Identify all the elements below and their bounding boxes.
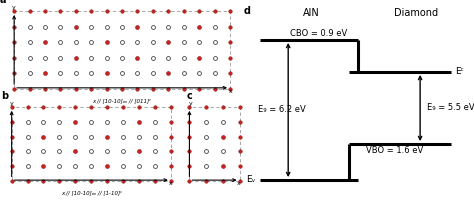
Text: x: x [169, 181, 173, 186]
Text: a: a [0, 0, 7, 5]
Text: Eᵥ: Eᵥ [246, 176, 255, 184]
Text: y: y [12, 5, 16, 10]
Text: E₉ = 5.5 eV: E₉ = 5.5 eV [427, 104, 474, 112]
Text: CBO = 0.9 eV: CBO = 0.9 eV [290, 29, 347, 38]
Text: y: y [189, 101, 192, 106]
Text: c: c [186, 91, 192, 101]
Text: x // [10-10]ₐₙ // [011]ᶜ: x // [10-10]ₐₙ // [011]ᶜ [92, 98, 152, 103]
Text: y: y [10, 101, 14, 106]
Text: x: x [228, 89, 232, 94]
Text: b: b [1, 91, 9, 101]
Text: x // [10-10]ₐₙ // [1-10]ᶜ: x // [10-10]ₐₙ // [1-10]ᶜ [61, 190, 122, 195]
Text: d: d [244, 6, 251, 16]
Text: VBO = 1.6 eV: VBO = 1.6 eV [366, 146, 424, 155]
Text: Diamond: Diamond [394, 8, 438, 18]
Text: E₉ = 6.2 eV: E₉ = 6.2 eV [258, 106, 306, 114]
Text: AlN: AlN [303, 8, 320, 18]
Text: Eᶜ: Eᶜ [456, 68, 465, 76]
Text: x: x [237, 181, 240, 186]
